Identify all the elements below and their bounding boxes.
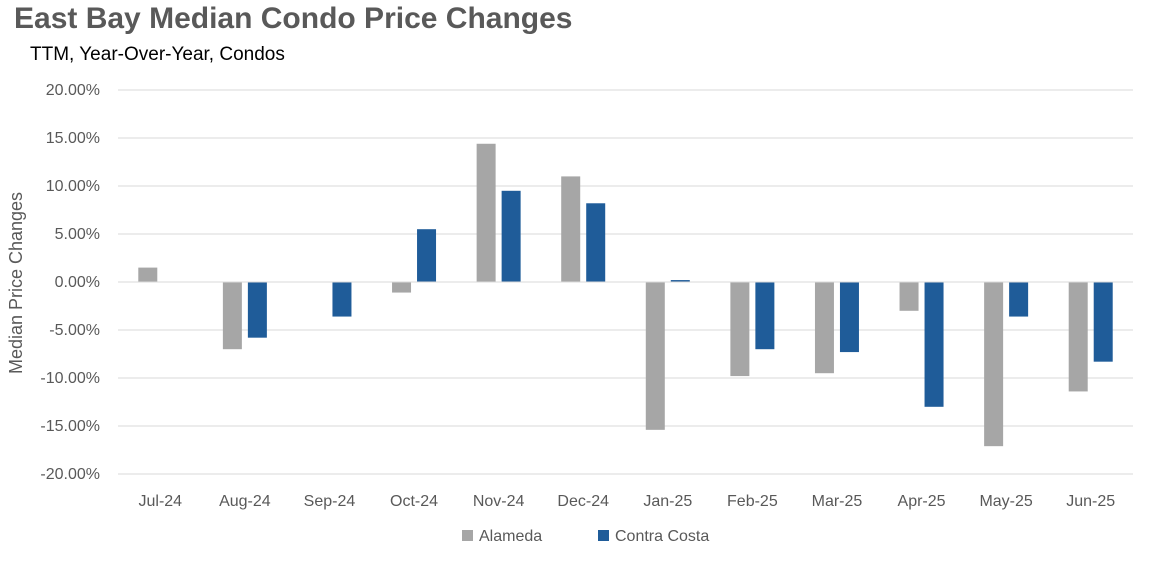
y-tick-label: 15.00% bbox=[46, 130, 100, 147]
bar-alameda bbox=[222, 282, 242, 350]
y-tick-label: 10.00% bbox=[46, 178, 100, 195]
x-tick-label: Oct-24 bbox=[390, 493, 438, 510]
y-tick-label: -10.00% bbox=[40, 370, 100, 387]
x-tick-label: Jan-25 bbox=[643, 493, 692, 510]
bar-contra-costa bbox=[670, 280, 690, 282]
bar-contra-costa bbox=[417, 229, 437, 282]
bars bbox=[138, 143, 1113, 447]
bar-contra-costa bbox=[586, 203, 606, 282]
y-tick-label: 20.00% bbox=[46, 82, 100, 99]
x-tick-label: Dec-24 bbox=[557, 493, 609, 510]
x-tick-label: Apr-25 bbox=[898, 493, 946, 510]
chart-subtitle: TTM, Year-Over-Year, Condos bbox=[30, 44, 285, 65]
x-tick-label: Mar-25 bbox=[812, 493, 863, 510]
bar-contra-costa bbox=[501, 190, 521, 282]
bar-contra-costa bbox=[755, 282, 775, 350]
bar-alameda bbox=[645, 282, 665, 430]
y-axis-label: Median Price Changes bbox=[6, 192, 26, 374]
gridlines bbox=[118, 89, 1133, 475]
x-tick-label: Sep-24 bbox=[304, 493, 356, 510]
bar-contra-costa bbox=[332, 282, 352, 317]
bar-alameda bbox=[984, 282, 1004, 447]
bar-contra-costa bbox=[839, 282, 859, 353]
y-tick-label: -15.00% bbox=[40, 418, 100, 435]
x-tick-label: Aug-24 bbox=[219, 493, 271, 510]
bar-alameda bbox=[561, 176, 581, 282]
bar-alameda bbox=[1068, 282, 1088, 392]
bar-alameda bbox=[476, 143, 496, 282]
x-axis-ticks: Jul-24 Aug-24 Sep-24 Oct-24 Nov-24 Dec-24 Jan-… bbox=[139, 493, 1116, 510]
bar-alameda bbox=[138, 267, 158, 282]
bar-alameda bbox=[730, 282, 750, 377]
x-tick-label: May-25 bbox=[979, 493, 1032, 510]
chart-title: East Bay Median Condo Price Changes bbox=[14, 2, 573, 35]
bar-alameda bbox=[899, 282, 919, 311]
x-tick-label: Jun-25 bbox=[1066, 493, 1115, 510]
x-tick-label: Jul-24 bbox=[139, 493, 183, 510]
legend-label: Alameda bbox=[479, 528, 542, 545]
x-tick-label: Feb-25 bbox=[727, 493, 778, 510]
bar-contra-costa bbox=[924, 282, 944, 407]
y-tick-label: -5.00% bbox=[49, 322, 100, 339]
bar-alameda bbox=[392, 282, 412, 293]
bar-contra-costa bbox=[247, 282, 267, 338]
y-tick-label: -20.00% bbox=[40, 466, 100, 483]
y-tick-label: 0.00% bbox=[55, 274, 100, 291]
legend: Alameda Contra Costa bbox=[462, 528, 709, 545]
legend-swatch bbox=[462, 530, 473, 541]
legend-label: Contra Costa bbox=[615, 528, 709, 545]
y-tick-label: 5.00% bbox=[55, 226, 100, 243]
y-axis-ticks: 20.00% 15.00% 10.00% 5.00% 0.00% -5.00% -10.00… bbox=[40, 82, 100, 483]
bar-alameda bbox=[814, 282, 834, 374]
bar-contra-costa bbox=[1093, 282, 1113, 362]
bar-contra-costa bbox=[1009, 282, 1029, 317]
x-tick-label: Nov-24 bbox=[473, 493, 525, 510]
legend-swatch bbox=[598, 530, 609, 541]
